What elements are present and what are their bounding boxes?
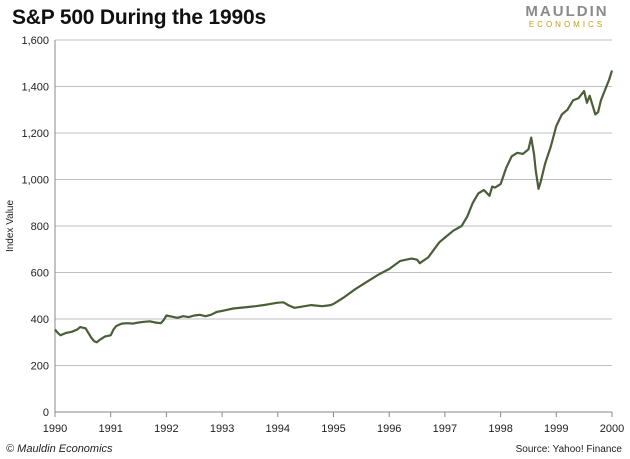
- x-tick-label: 2000: [600, 423, 624, 435]
- chart-title: S&P 500 During the 1990s: [12, 6, 266, 29]
- y-tick-label: 400: [31, 314, 49, 326]
- gridlines: [55, 39, 612, 366]
- x-tick-labels: 1990 1991 1992 1993 1994 1995 1996 1997 1998 1999…: [43, 423, 624, 435]
- y-tick-label: 200: [31, 361, 49, 373]
- y-tick-label: 1,400: [21, 82, 49, 94]
- x-tick-label: 1997: [433, 423, 457, 435]
- y-tick-label: 1,600: [21, 35, 49, 47]
- x-tick-label: 1996: [377, 423, 401, 435]
- logo-wordmark: MAULDIN: [525, 3, 609, 20]
- logo-subwordmark: ECONOMICS: [528, 20, 606, 29]
- brand-logo: MAULDIN ECONOMICS: [512, 4, 622, 30]
- x-tick-label: 1992: [154, 423, 178, 435]
- y-tick-label: 1,200: [21, 128, 49, 140]
- x-tick-label: 1999: [544, 423, 568, 435]
- y-tick-label: 1,000: [21, 175, 49, 187]
- y-tick-label: 0: [43, 407, 49, 419]
- x-tick-label: 1994: [266, 423, 290, 435]
- copyright-note: © Mauldin Economics: [6, 443, 113, 455]
- x-tick-label: 1990: [43, 423, 67, 435]
- y-axis-title: Index Value: [5, 200, 16, 253]
- y-tick-labels: 0 200 400 600 800 1,000 1,200 1,400 1,600: [21, 35, 49, 419]
- source-note: Source: Yahoo! Finance: [515, 444, 622, 455]
- axes: [54, 40, 613, 417]
- x-tick-label: 1993: [210, 423, 234, 435]
- x-tick-label: 1995: [321, 423, 345, 435]
- y-tick-label: 600: [31, 268, 49, 280]
- x-tick-label: 1991: [98, 423, 122, 435]
- y-tick-label: 800: [31, 221, 49, 233]
- x-tick-label: 1998: [488, 423, 512, 435]
- series-line: [54, 70, 614, 344]
- series-group: [54, 70, 614, 344]
